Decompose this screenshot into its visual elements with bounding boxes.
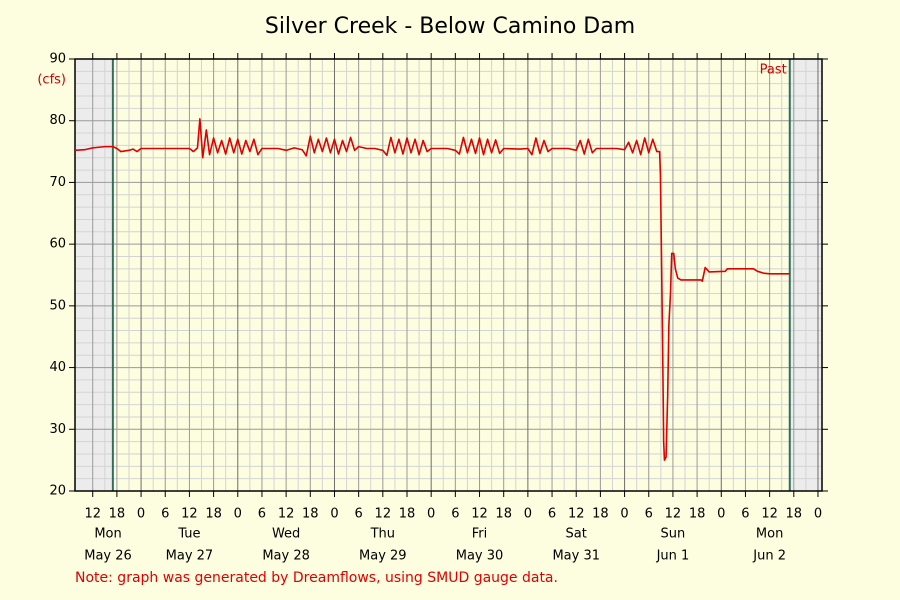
chart-title: Silver Creek - Below Camino Dam (265, 14, 635, 39)
y-tick-label: 90 (49, 52, 66, 67)
day-label: Sun (661, 527, 686, 542)
date-label: May 31 (552, 549, 600, 564)
x-tick-label: 18 (786, 507, 803, 522)
x-tick-label: 0 (234, 507, 242, 522)
x-tick-label: 12 (471, 507, 488, 522)
date-label: May 29 (359, 549, 407, 564)
day-label: Wed (272, 527, 300, 542)
x-tick-label: 18 (205, 507, 222, 522)
x-tick-label: 0 (137, 507, 145, 522)
x-tick-label: 6 (741, 507, 749, 522)
y-tick-label: 30 (49, 422, 66, 437)
y-tick-label: 50 (49, 298, 66, 313)
x-tick-label: 12 (568, 507, 585, 522)
x-tick-label: 18 (302, 507, 319, 522)
x-tick-label: 6 (258, 507, 266, 522)
x-tick-label: 12 (84, 507, 101, 522)
x-tick-label: 6 (161, 507, 169, 522)
x-tick-label: 0 (524, 507, 532, 522)
x-tick-label: 0 (330, 507, 338, 522)
day-label: Sat (566, 527, 587, 542)
x-tick-label: 12 (181, 507, 198, 522)
y-tick-label: 80 (49, 113, 66, 128)
x-tick-label: 0 (717, 507, 725, 522)
x-tick-label: 0 (427, 507, 435, 522)
day-label: Mon (94, 527, 121, 542)
date-label: May 27 (166, 549, 214, 564)
day-label: Mon (756, 527, 783, 542)
date-label: May 28 (262, 549, 310, 564)
y-tick-label: 40 (49, 360, 66, 375)
past-label: Past (760, 63, 787, 78)
x-tick-label: 12 (665, 507, 682, 522)
y-tick-label: 60 (49, 237, 66, 252)
day-label: Fri (472, 527, 488, 542)
x-tick-label: 0 (620, 507, 628, 522)
x-tick-label: 0 (814, 507, 822, 522)
x-tick-label: 18 (592, 507, 609, 522)
shaded-region (75, 59, 113, 491)
y-tick-label: 70 (49, 175, 66, 190)
flow-line (74, 118, 790, 461)
x-tick-label: 12 (761, 507, 778, 522)
y-axis-label: (cfs) (37, 73, 66, 88)
date-label: May 26 (84, 549, 132, 564)
x-tick-label: 18 (689, 507, 706, 522)
x-tick-label: 12 (375, 507, 392, 522)
x-tick-label: 6 (548, 507, 556, 522)
day-label: Thu (370, 527, 395, 542)
date-label: Jun 2 (752, 549, 786, 564)
x-tick-label: 6 (451, 507, 459, 522)
x-tick-label: 18 (495, 507, 512, 522)
x-tick-label: 6 (355, 507, 363, 522)
y-tick-label: 20 (49, 484, 66, 499)
x-tick-label: 12 (278, 507, 295, 522)
date-label: May 30 (456, 549, 504, 564)
plot-frame (74, 58, 823, 492)
x-tick-label: 6 (645, 507, 653, 522)
x-tick-label: 18 (399, 507, 416, 522)
date-label: Jun 1 (656, 549, 690, 564)
day-label: Tue (177, 527, 200, 542)
note: Note: graph was generated by Dreamflows,… (75, 570, 558, 586)
x-tick-label: 18 (109, 507, 126, 522)
